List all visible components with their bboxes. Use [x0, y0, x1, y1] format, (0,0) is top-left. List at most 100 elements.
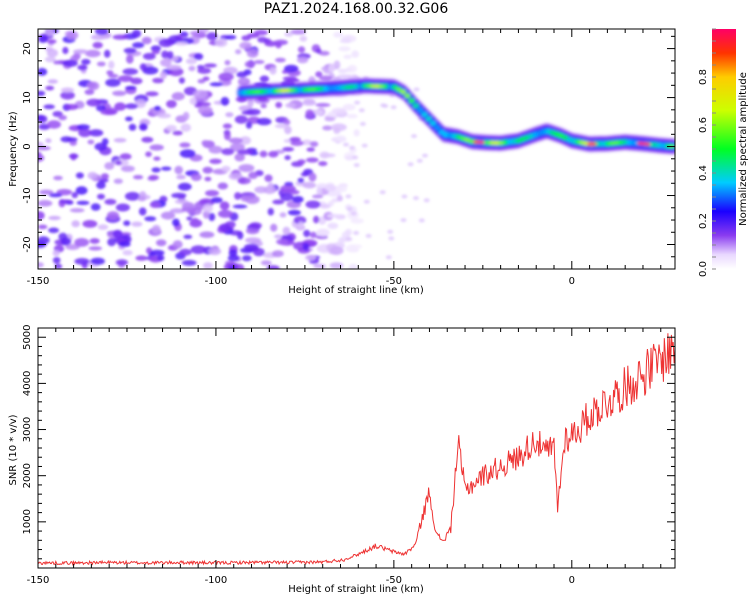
noise-blob — [161, 50, 169, 59]
noise-blob — [39, 189, 54, 195]
noise-blob — [137, 196, 146, 202]
noise-blob — [188, 65, 196, 72]
noise-blob — [320, 153, 336, 158]
noise-blob — [122, 68, 139, 75]
colorbar-tick-label: 0.2 — [698, 213, 709, 229]
snr-axes: -150 -100 -50 0 1000 2000 3000 4000 5000 Height o… — [8, 324, 676, 595]
colorbar-tick-label: 0.0 — [698, 261, 709, 277]
noise-blob — [338, 237, 346, 244]
noise-blob — [181, 259, 197, 266]
noise-blob — [165, 124, 177, 132]
noise-blob — [108, 60, 115, 69]
noise-blob — [202, 203, 213, 213]
noise-blob — [309, 231, 317, 239]
noise-blob — [104, 162, 115, 170]
noise-blob — [92, 41, 103, 49]
noise-blob — [237, 177, 251, 185]
ridge-core — [438, 129, 445, 135]
noise-blob — [239, 41, 252, 50]
ridge-core — [660, 143, 667, 149]
x-tick-label: -100 — [205, 575, 228, 586]
noise-blob — [227, 254, 240, 262]
noise-blob — [209, 82, 224, 87]
noise-blob — [90, 257, 105, 265]
ridge-core — [412, 103, 419, 109]
noise-blob — [315, 71, 323, 78]
colorbar-tick-label: 0.8 — [698, 69, 709, 85]
noise-blob — [325, 184, 337, 192]
noise-blob — [60, 87, 75, 93]
noise-blob — [280, 192, 294, 202]
noise-blob — [253, 60, 265, 64]
ridge-core — [310, 86, 317, 92]
ridge-core — [267, 88, 274, 94]
noise-blob — [246, 49, 259, 58]
noise-blob — [122, 250, 133, 256]
noise-blob — [171, 92, 185, 101]
noise-blob — [58, 115, 67, 121]
ridge-core — [430, 120, 436, 126]
noise-blob — [302, 100, 317, 106]
noise-blob — [347, 64, 358, 73]
noise-blob — [141, 136, 154, 143]
noise-blob — [315, 48, 322, 54]
noise-blob — [282, 226, 291, 236]
noise-blob — [179, 149, 196, 158]
noise-blob — [138, 207, 147, 216]
noise-blob — [350, 218, 364, 224]
noise-blob — [190, 245, 207, 255]
noise-blob — [299, 35, 307, 42]
noise-blob — [128, 123, 137, 131]
noise-blob — [59, 199, 73, 204]
noise-blob — [106, 70, 114, 76]
noise-blob — [345, 194, 352, 199]
noise-blob — [407, 162, 414, 167]
noise-blob — [319, 203, 331, 209]
ridge-core — [353, 84, 360, 89]
noise-blob — [236, 71, 248, 78]
noise-blob — [151, 50, 160, 55]
noise-blob — [104, 198, 117, 205]
noise-blob — [100, 109, 117, 116]
noise-blob — [160, 58, 172, 67]
noise-blob — [179, 142, 191, 148]
noise-blob — [249, 222, 262, 229]
noise-blob — [209, 158, 222, 164]
noise-blob — [175, 41, 188, 46]
ridge-core — [289, 87, 296, 93]
noise-blob — [201, 140, 210, 146]
noise-blob — [157, 254, 165, 261]
noise-blob — [193, 89, 208, 99]
noise-blob — [301, 139, 313, 146]
noise-blob — [142, 52, 156, 60]
noise-blob — [348, 263, 359, 269]
noise-blob — [106, 211, 120, 220]
noise-blob — [47, 120, 61, 129]
noise-blob — [272, 199, 285, 205]
noise-blob — [358, 108, 365, 113]
ridge-core — [331, 85, 338, 91]
noise-blob — [90, 203, 101, 211]
noise-blob — [151, 224, 161, 234]
noise-blob — [78, 128, 92, 138]
noise-blob — [380, 103, 387, 108]
noise-blob — [217, 182, 228, 190]
noise-blob — [390, 105, 397, 110]
noise-blob — [190, 173, 202, 181]
ridge-core — [613, 140, 620, 146]
x-tick-label: -50 — [386, 575, 402, 586]
noise-blob — [413, 87, 420, 92]
y-tick-label: 4000 — [22, 371, 33, 396]
noise-blob — [139, 63, 147, 71]
noise-blob — [276, 238, 289, 245]
ridge-peak — [479, 140, 485, 144]
noise-blob — [254, 186, 268, 194]
noise-blob — [274, 123, 290, 129]
noise-blob — [275, 42, 282, 49]
noise-blob — [77, 64, 88, 71]
noise-blob — [333, 126, 341, 135]
noise-blob — [189, 30, 206, 36]
noise-blob — [203, 262, 213, 269]
noise-blob — [423, 198, 430, 203]
noise-blob — [94, 142, 107, 151]
